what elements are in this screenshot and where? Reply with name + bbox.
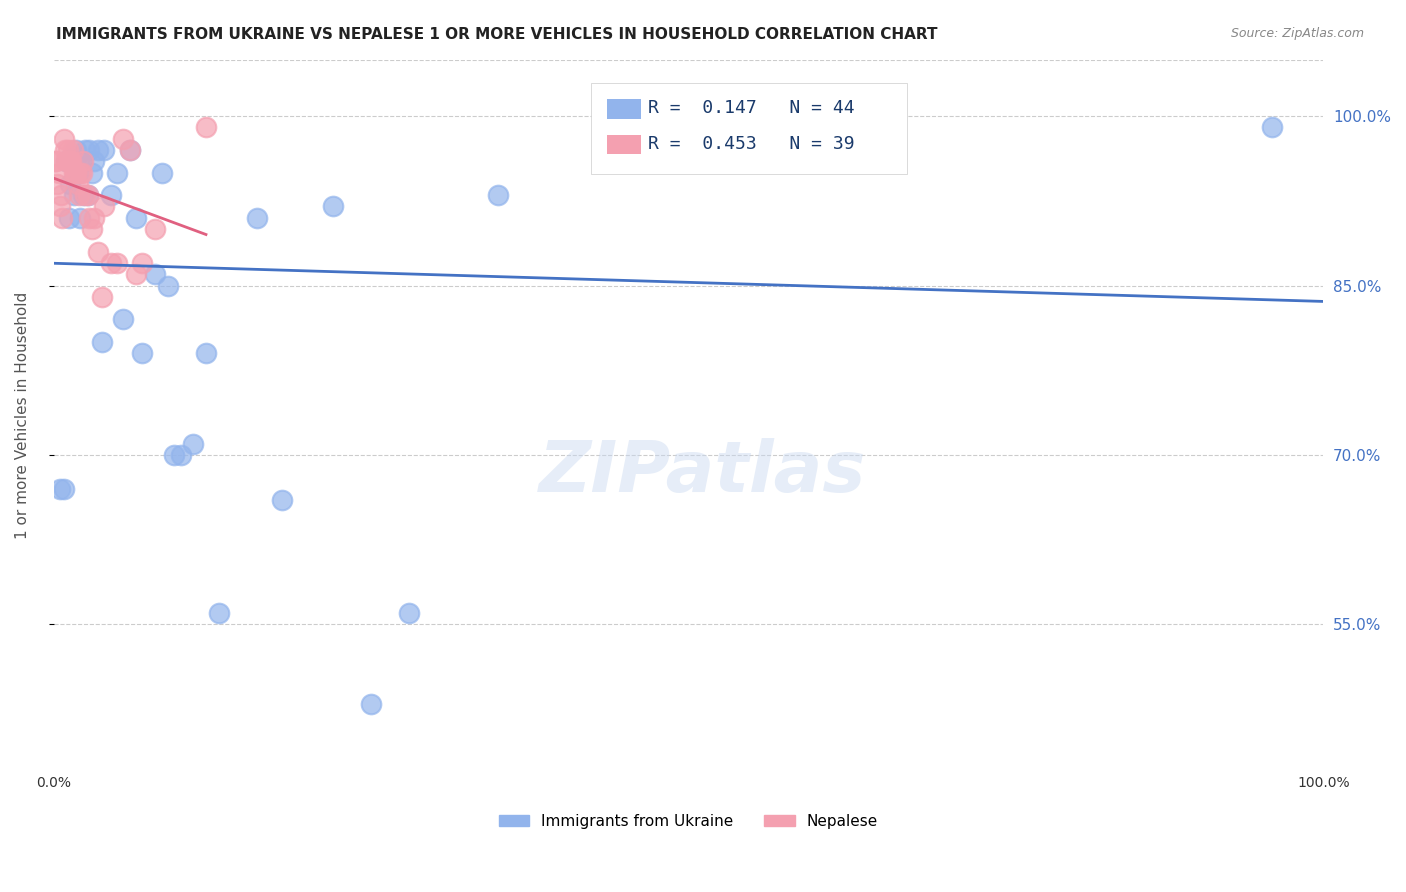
Point xyxy=(62,154,84,169)
Point xyxy=(70,154,93,169)
Point xyxy=(246,211,269,225)
Point xyxy=(75,188,97,202)
Point xyxy=(70,165,93,179)
Point xyxy=(67,154,90,169)
Point xyxy=(194,120,217,135)
Point xyxy=(322,199,344,213)
Point xyxy=(63,154,86,169)
Point xyxy=(93,143,115,157)
Point xyxy=(80,165,103,179)
Point xyxy=(90,290,112,304)
Point xyxy=(486,188,509,202)
Point xyxy=(55,154,77,169)
Point xyxy=(194,346,217,360)
Point xyxy=(125,267,148,281)
Point xyxy=(181,436,204,450)
Point xyxy=(80,222,103,236)
Point xyxy=(77,188,100,202)
Point xyxy=(163,448,186,462)
Point xyxy=(60,154,83,169)
Point xyxy=(100,188,122,202)
Text: R =  0.453   N = 39: R = 0.453 N = 39 xyxy=(648,135,855,153)
Point xyxy=(271,493,294,508)
Point xyxy=(51,211,73,225)
Point xyxy=(52,482,75,496)
Point xyxy=(53,143,76,157)
Point xyxy=(118,143,141,157)
Point xyxy=(72,154,94,169)
Point xyxy=(62,143,84,157)
Legend: Immigrants from Ukraine, Nepalese: Immigrants from Ukraine, Nepalese xyxy=(492,807,884,835)
Point xyxy=(360,697,382,711)
Point xyxy=(112,131,135,145)
Point xyxy=(112,312,135,326)
Point xyxy=(58,211,80,225)
Y-axis label: 1 or more Vehicles in Household: 1 or more Vehicles in Household xyxy=(15,292,30,539)
Point xyxy=(169,448,191,462)
Text: IMMIGRANTS FROM UKRAINE VS NEPALESE 1 OR MORE VEHICLES IN HOUSEHOLD CORRELATION : IMMIGRANTS FROM UKRAINE VS NEPALESE 1 OR… xyxy=(56,27,938,42)
Point xyxy=(49,199,72,213)
Point xyxy=(87,244,110,259)
Point xyxy=(48,165,70,179)
Point xyxy=(59,177,82,191)
Point xyxy=(46,177,69,191)
Point xyxy=(59,154,82,169)
Point xyxy=(868,143,890,157)
Point xyxy=(45,154,67,169)
Point xyxy=(87,143,110,157)
Point xyxy=(156,278,179,293)
Point xyxy=(150,165,173,179)
Point xyxy=(83,154,105,169)
Point xyxy=(90,334,112,349)
Point xyxy=(75,143,97,157)
Point xyxy=(1261,120,1284,135)
Point xyxy=(63,188,86,202)
Point xyxy=(66,177,89,191)
Point xyxy=(66,165,89,179)
Point xyxy=(100,256,122,270)
Text: Source: ZipAtlas.com: Source: ZipAtlas.com xyxy=(1230,27,1364,40)
Point xyxy=(63,165,86,179)
Point xyxy=(77,188,100,202)
Text: R =  0.147   N = 44: R = 0.147 N = 44 xyxy=(648,99,855,117)
Point xyxy=(143,222,166,236)
Point xyxy=(56,143,79,157)
Point xyxy=(143,267,166,281)
Point xyxy=(44,154,66,169)
Point xyxy=(72,188,94,202)
Point xyxy=(77,143,100,157)
Point xyxy=(52,131,75,145)
Point xyxy=(58,154,80,169)
Point xyxy=(77,211,100,225)
Point xyxy=(67,188,90,202)
Point xyxy=(131,346,153,360)
Point xyxy=(55,154,77,169)
Point xyxy=(93,199,115,213)
Point xyxy=(83,211,105,225)
Point xyxy=(51,188,73,202)
Point xyxy=(105,256,128,270)
Text: ZIPatlas: ZIPatlas xyxy=(540,438,866,508)
Point xyxy=(49,482,72,496)
Point xyxy=(105,165,128,179)
Point xyxy=(118,143,141,157)
Point xyxy=(131,256,153,270)
Point xyxy=(69,165,91,179)
Point xyxy=(69,211,91,225)
Point xyxy=(65,143,87,157)
Point xyxy=(398,606,420,620)
Point xyxy=(208,606,231,620)
Point xyxy=(63,165,86,179)
Point xyxy=(125,211,148,225)
Point xyxy=(65,165,87,179)
